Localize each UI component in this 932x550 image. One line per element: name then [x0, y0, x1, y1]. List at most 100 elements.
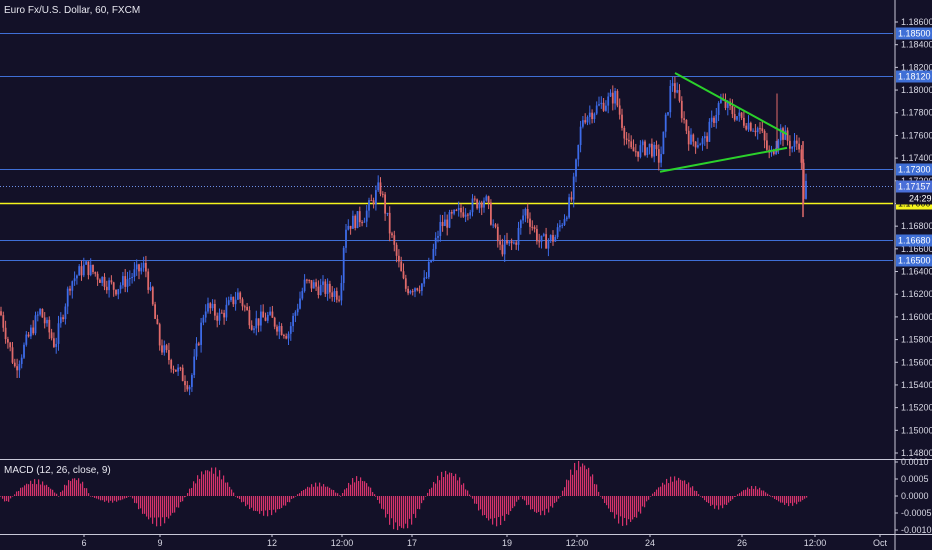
candle-body[interactable] [260, 311, 262, 326]
candle-body[interactable] [105, 286, 108, 291]
candle-body[interactable] [559, 225, 561, 228]
candle-body[interactable] [9, 342, 12, 348]
candle-body[interactable] [485, 196, 488, 201]
candle-body[interactable] [170, 360, 173, 369]
candle-body[interactable] [777, 140, 780, 148]
candle-body[interactable] [292, 315, 294, 327]
candle-body[interactable] [793, 140, 796, 147]
candle-body[interactable] [538, 241, 541, 243]
candle-body[interactable] [55, 343, 58, 347]
candle-body[interactable] [687, 130, 690, 145]
candle-body[interactable] [680, 100, 683, 119]
candle-body[interactable] [531, 226, 534, 228]
candle-body[interactable] [122, 276, 124, 286]
candle-body[interactable] [158, 324, 161, 346]
candle-body[interactable] [524, 208, 527, 216]
candle-body[interactable] [340, 283, 343, 301]
candle-body[interactable] [644, 141, 646, 155]
candle-body[interactable] [570, 197, 573, 200]
candle-body[interactable] [552, 235, 554, 242]
candle-body[interactable] [32, 327, 35, 334]
candle-body[interactable] [250, 325, 253, 330]
candle-body[interactable] [53, 338, 55, 347]
candle-body[interactable] [437, 236, 439, 238]
candle-body[interactable] [23, 344, 25, 358]
candle-body[interactable] [621, 114, 623, 128]
candle-body[interactable] [352, 215, 354, 229]
candle-body[interactable] [618, 105, 621, 115]
candle-body[interactable] [156, 318, 159, 325]
candle-body[interactable] [733, 114, 736, 120]
candle-body[interactable] [713, 117, 715, 123]
candle-body[interactable] [342, 247, 345, 284]
candle-body[interactable] [310, 280, 313, 289]
candle-body[interactable] [184, 381, 186, 386]
candle-body[interactable] [96, 273, 99, 280]
candle-body[interactable] [165, 345, 168, 350]
candle-body[interactable] [586, 116, 589, 123]
candle-body[interactable] [542, 234, 545, 236]
candle-body[interactable] [142, 262, 145, 268]
candle-body[interactable] [11, 347, 14, 363]
candle-body[interactable] [563, 219, 566, 225]
candle-body[interactable] [103, 276, 106, 287]
candle-body[interactable] [202, 317, 205, 323]
candle-body[interactable] [73, 278, 76, 282]
candle-body[interactable] [667, 112, 669, 115]
candle-body[interactable] [257, 318, 260, 326]
candle-body[interactable] [759, 128, 761, 130]
candle-body[interactable] [278, 325, 281, 332]
candle-body[interactable] [266, 314, 269, 321]
candle-body[interactable] [720, 99, 722, 104]
candle-body[interactable] [370, 200, 373, 202]
candle-body[interactable] [519, 220, 522, 228]
candle-body[interactable] [381, 193, 384, 195]
candle-body[interactable] [377, 182, 380, 191]
candle-body[interactable] [140, 267, 143, 272]
candle-body[interactable] [138, 264, 140, 272]
candle-body[interactable] [791, 146, 794, 149]
candle-body[interactable] [39, 309, 41, 315]
candle-body[interactable] [46, 319, 48, 324]
candle-body[interactable] [469, 212, 472, 216]
candle-body[interactable] [593, 113, 596, 120]
candle-body[interactable] [16, 366, 18, 371]
candle-body[interactable] [464, 214, 467, 217]
candle-body[interactable] [161, 345, 163, 353]
candle-body[interactable] [234, 299, 237, 305]
candle-body[interactable] [276, 326, 278, 332]
candle-body[interactable] [13, 362, 16, 367]
candle-body[interactable] [99, 279, 101, 283]
candle-body[interactable] [416, 288, 419, 291]
candle-body[interactable] [230, 296, 232, 301]
candle-body[interactable] [163, 345, 166, 353]
candle-body[interactable] [145, 262, 147, 272]
candle-body[interactable] [131, 276, 133, 279]
candle-body[interactable] [547, 240, 550, 249]
candle-body[interactable] [662, 131, 665, 155]
candle-body[interactable] [766, 140, 768, 150]
candle-body[interactable] [92, 264, 94, 272]
candle-body[interactable] [738, 112, 741, 117]
candle-body[interactable] [805, 180, 807, 199]
candle-body[interactable] [269, 311, 271, 315]
candle-body[interactable] [124, 276, 127, 287]
candle-body[interactable] [227, 300, 230, 305]
candles-group[interactable] [0, 76, 807, 396]
candle-body[interactable] [754, 130, 757, 133]
candle-body[interactable] [749, 122, 752, 131]
candle-body[interactable] [671, 83, 674, 86]
candle-body[interactable] [177, 367, 179, 372]
candle-body[interactable] [496, 226, 499, 242]
candle-body[interactable] [368, 200, 370, 211]
candle-body[interactable] [607, 96, 610, 106]
candle-body[interactable] [782, 128, 784, 140]
candle-body[interactable] [289, 326, 292, 334]
candle-body[interactable] [761, 128, 764, 132]
candle-body[interactable] [476, 199, 478, 209]
candle-body[interactable] [450, 212, 453, 214]
trendline-2[interactable] [659, 146, 788, 173]
candle-body[interactable] [214, 303, 216, 316]
candle-body[interactable] [632, 147, 635, 152]
candle-body[interactable] [717, 103, 720, 115]
